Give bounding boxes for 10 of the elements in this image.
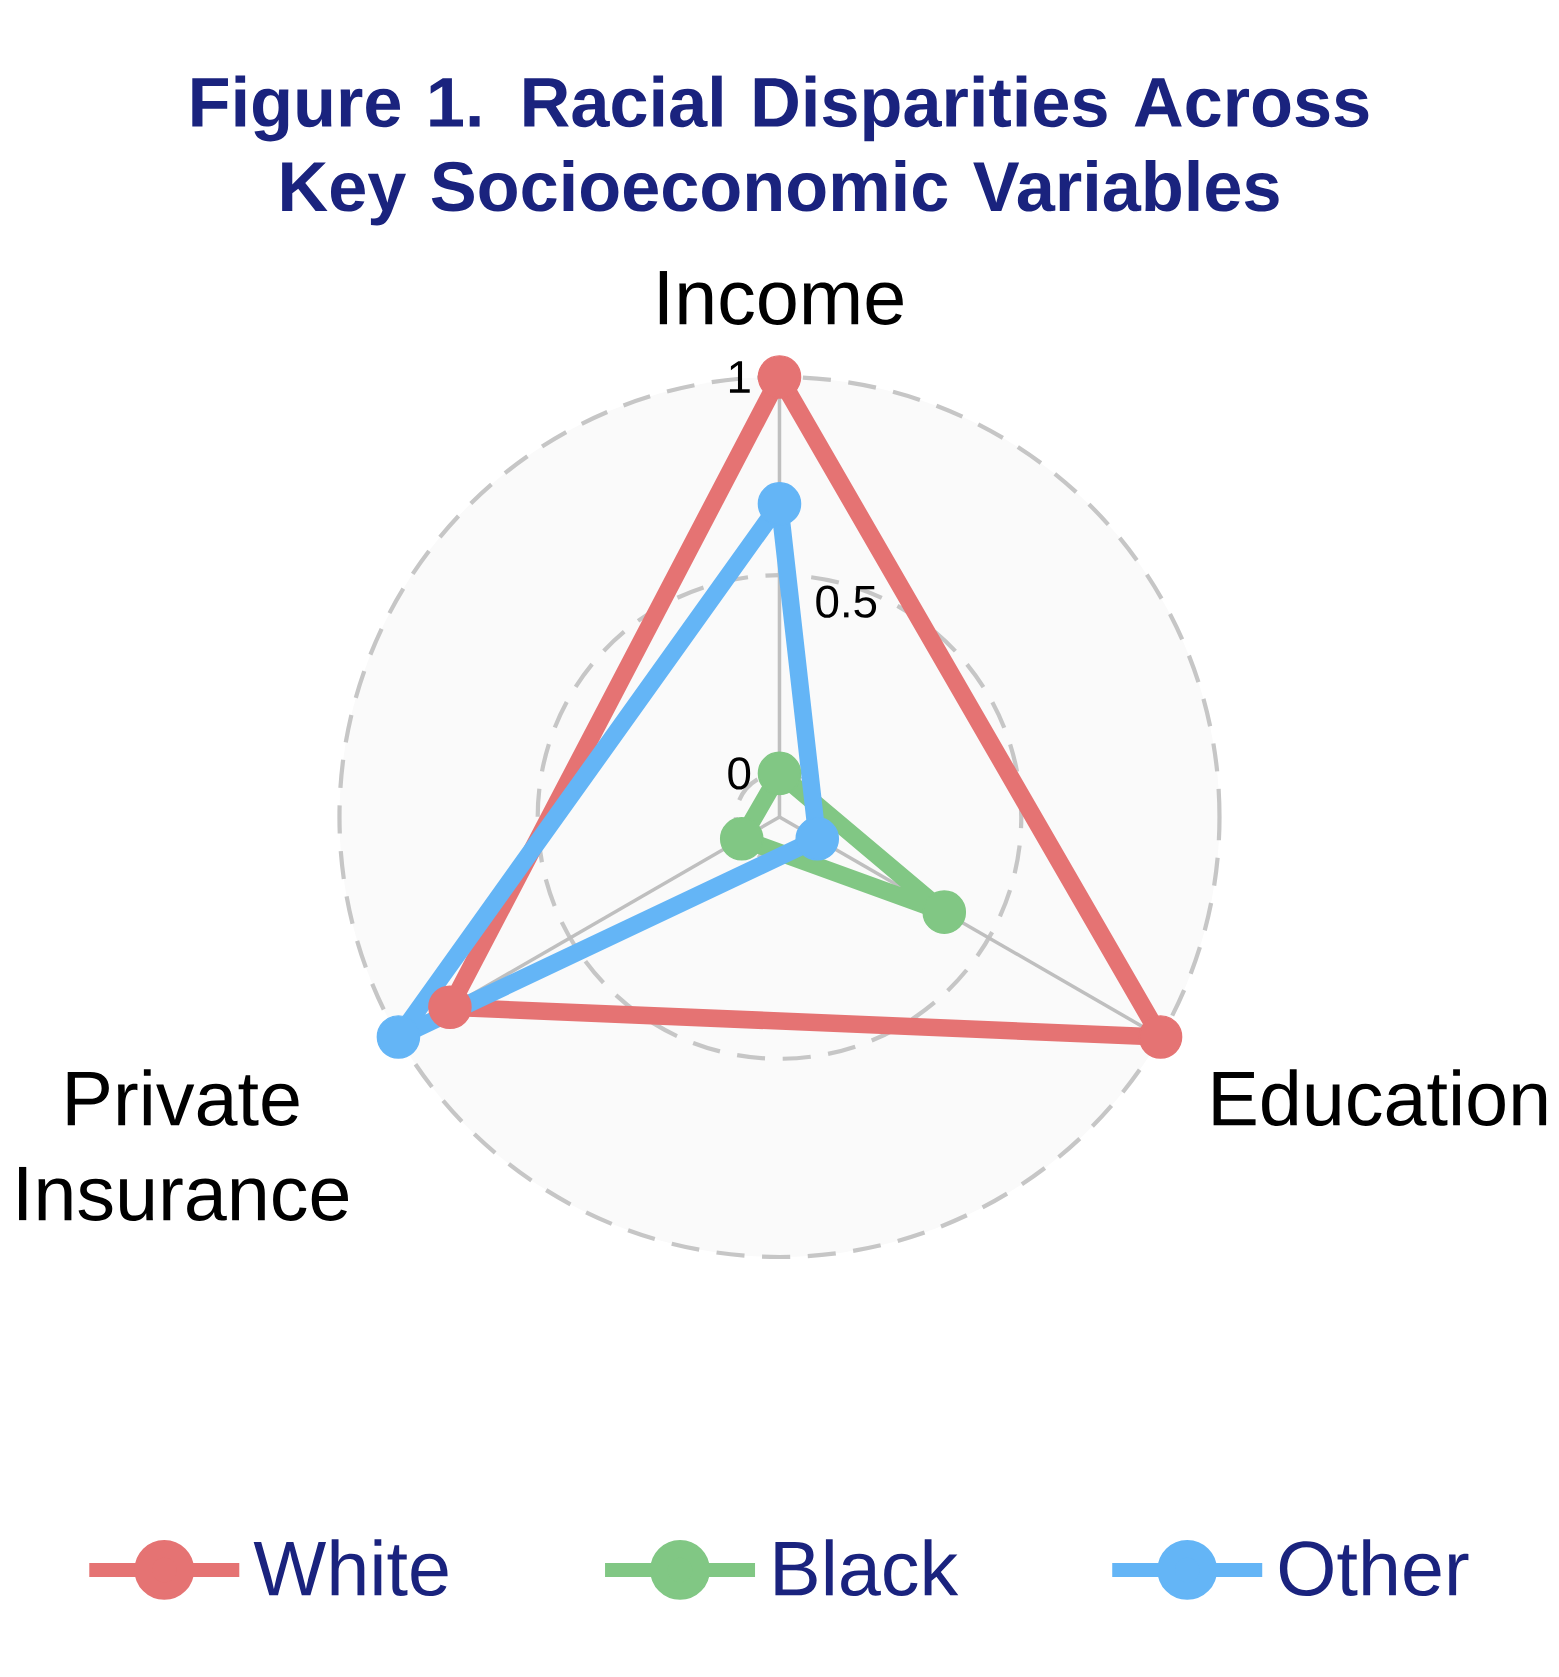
spoke-label: Income (659, 271, 903, 325)
legend-label: White (253, 1539, 448, 1597)
y-tick-label: 0 (728, 757, 751, 790)
spoke-label: Education (1213, 1069, 1547, 1127)
legend-label: Other (1279, 1539, 1469, 1597)
chart-title: Figure 1. Racial Disparities Across Key Socioeconomic Variables (192, 75, 1369, 226)
y-tick-label: 0.5 (816, 585, 877, 618)
legend-label: Black (775, 1539, 959, 1597)
y-tick-label: 1 (729, 361, 750, 393)
spoke-label: Private Insurance (19, 1069, 349, 1221)
